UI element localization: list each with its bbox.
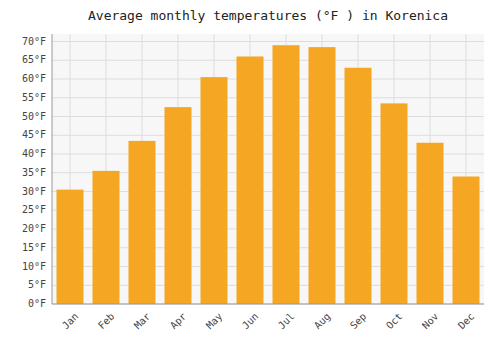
y-tick-label: 0°F xyxy=(28,298,46,309)
bar xyxy=(201,77,228,304)
y-grid-line xyxy=(52,135,484,136)
title: Average monthly temperatures (°F ) in Ko… xyxy=(88,8,448,23)
y-grid-line xyxy=(52,304,484,305)
y-grid-line xyxy=(52,116,484,117)
x-tick-label: Feb xyxy=(96,311,117,332)
y-grid-line xyxy=(52,97,484,98)
y-axis-line xyxy=(52,34,53,304)
y-tick-label: 20°F xyxy=(22,223,46,234)
bar xyxy=(309,47,336,304)
chart-container: 0°F 5°F 10°F 15°F 20°F 25°F 30°F 35°F 40°F 45°F 50… xyxy=(0,0,500,350)
y-tick-label: 40°F xyxy=(22,148,46,159)
x-tick-label: Jun xyxy=(240,311,261,332)
y-grid-line xyxy=(52,41,484,42)
y-tick-label: 10°F xyxy=(22,261,46,272)
bar xyxy=(453,177,480,305)
y-tick-label: 30°F xyxy=(22,186,46,197)
y-tick-label: 5°F xyxy=(28,279,46,290)
bar xyxy=(165,107,192,304)
x-tick-label: Apr xyxy=(168,311,189,332)
y-grid-line xyxy=(52,60,484,61)
x-tick-label: Jul xyxy=(276,311,297,332)
chart: 0°F 5°F 10°F 15°F 20°F 25°F 30°F 35°F 40°F 45°F 50… xyxy=(0,0,500,350)
bar xyxy=(93,171,120,304)
bar xyxy=(57,190,84,304)
y-tick-label: 70°F xyxy=(22,36,46,47)
plot-background xyxy=(52,34,484,304)
y-tick-label: 55°F xyxy=(22,92,46,103)
y-grid-line xyxy=(52,79,484,80)
x-tick-label: May xyxy=(204,311,225,332)
x-axis-line xyxy=(52,304,484,305)
y-tick-label: 25°F xyxy=(22,204,46,215)
y-tick-label: 45°F xyxy=(22,129,46,140)
x-tick-label: Nov xyxy=(420,311,441,332)
y-tick-label: 60°F xyxy=(22,73,46,84)
y-tick-label: 15°F xyxy=(22,242,46,253)
x-tick-label: Dec xyxy=(456,311,477,332)
y-tick-label: 35°F xyxy=(22,167,46,178)
bar xyxy=(345,68,372,304)
grid xyxy=(52,34,484,304)
y-tick-label: 50°F xyxy=(22,111,46,122)
bar xyxy=(129,141,156,304)
bar xyxy=(381,103,408,304)
x-tick-label: Jan xyxy=(60,311,81,332)
x-tick-label: Mar xyxy=(132,311,153,332)
x-tick-label: Aug xyxy=(312,311,333,332)
bar xyxy=(273,45,300,304)
bars xyxy=(57,45,480,304)
y-tick-label: 65°F xyxy=(22,54,46,65)
bar xyxy=(417,143,444,304)
x-tick-label: Oct xyxy=(384,311,405,332)
bar xyxy=(237,57,264,305)
x-tick-label: Sep xyxy=(348,311,369,332)
